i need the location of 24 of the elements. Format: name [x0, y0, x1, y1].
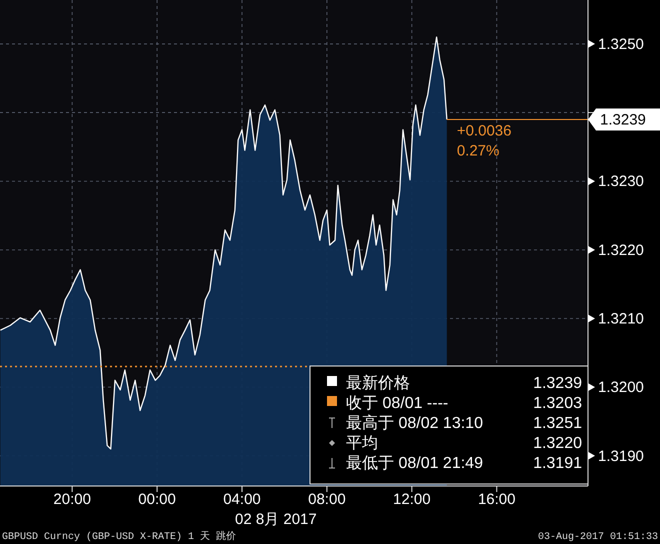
- text: 03-Aug-2017 01:51:33: [538, 532, 658, 543]
- y-tick-label: 1.3190: [598, 448, 644, 465]
- text: 1.3239: [533, 375, 582, 392]
- text: 02 8月 2017: [235, 511, 317, 528]
- annotation: 0.27%: [456, 142, 500, 160]
- text: 收于 08/01 ---- 1.3203: [346, 395, 582, 412]
- x-tick-label: 16:00: [478, 491, 516, 508]
- y-tick-label: 1.3220: [598, 242, 644, 259]
- text: GBPUSD Curncy (GBP-USD X-RATE) 1 天 跳价: [2, 530, 236, 543]
- text: 平均 1.3220: [346, 435, 582, 452]
- y-tick-label: 1.3230: [598, 173, 644, 190]
- x-tick-label: 20:00: [53, 491, 91, 508]
- ref-line-label: 1.3239: [600, 111, 646, 128]
- y-tick-label: 1.3210: [598, 310, 644, 328]
- text: 最低于 08/01 21:49 1.3191: [346, 455, 582, 472]
- x-tick-label: 00:00: [138, 491, 176, 508]
- y-tick-label: 1.3250: [598, 36, 644, 53]
- text: 最高于 08/02 13:10 1.3251: [346, 415, 582, 432]
- legend-label: 最新价格: [346, 374, 410, 392]
- y-tick-label: 1.3200: [598, 379, 644, 396]
- annotation: +0.0036: [456, 122, 512, 140]
- x-tick-label: 08:00: [308, 491, 346, 508]
- x-tick-label: 12:00: [393, 491, 431, 508]
- x-tick-label: 04:00: [223, 491, 261, 508]
